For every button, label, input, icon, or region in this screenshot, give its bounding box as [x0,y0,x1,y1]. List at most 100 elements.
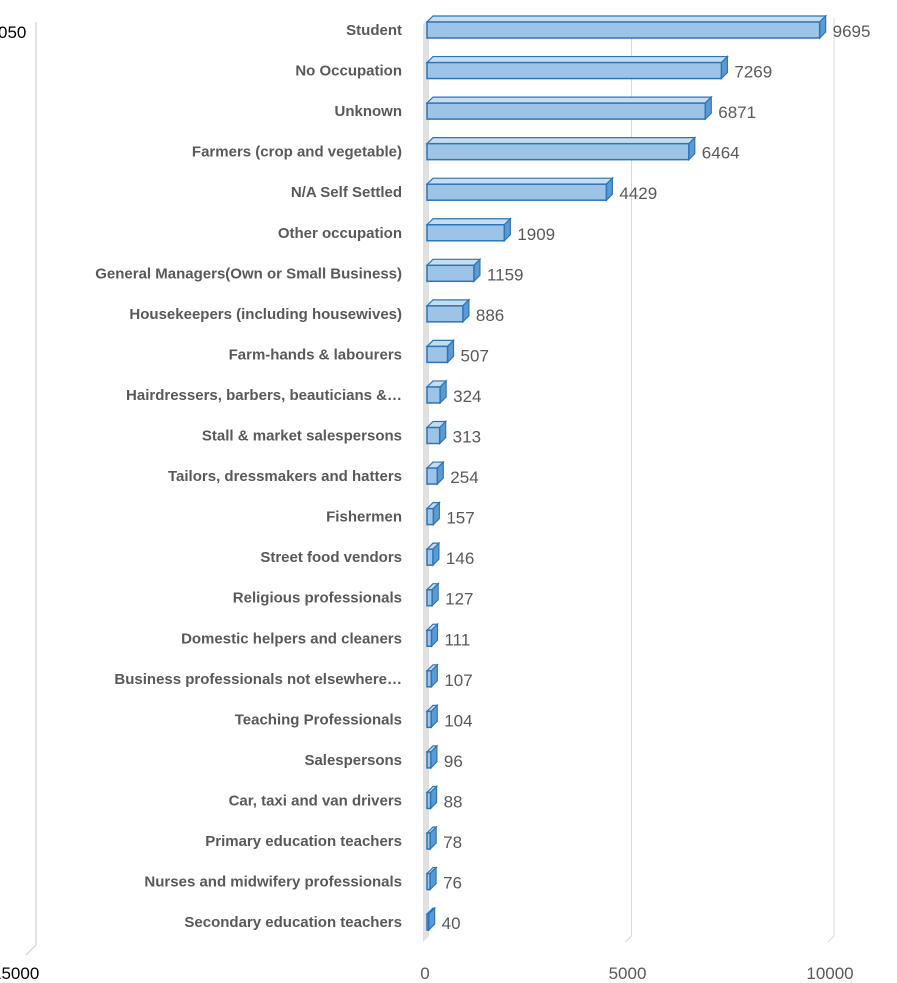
bar-front-face [426,183,608,201]
data-label: 78 [443,833,462,852]
bar-front-face [426,345,449,364]
bar-11 [425,420,448,445]
category-label: No Occupation [295,63,402,80]
bar-top-face [425,96,713,104]
category-label: Farm-hands & labourers [229,346,402,363]
bar-front-face [426,102,707,120]
clipped-axis-label-bottom: 15000 [0,964,39,983]
category-label: Stall & market salespersons [202,428,402,445]
bar-16 [425,622,439,648]
data-label: 9695 [833,22,871,41]
bar-front-face [426,264,475,283]
data-label: 324 [453,387,481,406]
category-label: Housekeepers (including housewives) [129,306,402,323]
category-label: Nurses and midwifery professionals [144,874,402,891]
bar-front-face [426,629,433,647]
bar-3 [425,95,713,121]
bar-front-face [426,467,439,485]
bar-9 [425,338,455,364]
x-tick-label: 10000 [806,964,853,983]
data-label: 96 [444,752,463,771]
data-label: 507 [461,346,489,365]
bar-17 [425,663,439,689]
bar-front-face [426,872,431,891]
data-label: 1159 [487,265,524,284]
category-label: Teaching Professionals [235,711,402,728]
bar-front-face [426,21,821,39]
bar-8 [425,298,471,324]
bar-front-face [426,710,432,729]
data-label: 254 [450,468,478,487]
bar-top-face [425,218,512,226]
data-label: 40 [442,914,461,933]
bar-15 [425,582,440,608]
bar-front-face [426,832,431,850]
category-label: Salespersons [304,752,402,769]
bar-front-face [426,548,434,566]
bar-front-face [426,224,506,242]
bar-2 [425,55,729,80]
gridline-foot [625,935,632,943]
bar-front-face [426,588,433,607]
category-label: Domestic helpers and cleaners [181,630,402,647]
bar-18 [425,703,439,729]
bar-7 [425,257,482,283]
bar-front-face [426,426,441,445]
bar-13 [425,501,441,527]
gridlines [625,18,835,943]
data-label: 104 [444,711,472,730]
data-label: 146 [446,549,474,568]
category-label: Hairdressers, barbers, beauticians &… [126,387,402,404]
data-label: 111 [444,630,470,649]
bar-top-face [425,177,614,185]
bar-14 [425,541,441,567]
data-label: 313 [453,428,481,447]
data-label: 88 [444,792,463,811]
bar-front-face [426,386,441,404]
bars [425,14,828,932]
x-axis-ticks: 0 5000 10000 [420,964,853,983]
bar-front-face [426,791,432,810]
data-label: 76 [443,874,462,893]
category-label: Unknown [335,103,403,120]
bar-12 [425,460,445,486]
category-label: Fishermen [326,509,402,526]
category-label: Tailors, dressmakers and hatters [168,468,402,485]
bar-front-face [426,751,432,769]
x-tick-label: 0 [420,964,429,983]
category-label: Student [346,22,402,39]
bar-4 [425,136,697,162]
bar-23 [425,906,437,932]
bar-front-face [426,305,464,323]
category-label: Primary education teachers [205,833,402,850]
bar-top-face [425,15,828,23]
bar-10 [425,379,448,405]
x-tick-label: 5000 [609,964,647,983]
category-label: Business professionals not elsewhere… [114,671,402,688]
data-label: 886 [476,306,504,325]
category-label: Religious professionals [233,590,402,607]
category-label: Street food vendors [260,549,402,566]
category-label: General Managers(Own or Small Business) [95,265,402,282]
data-label: 4429 [619,184,657,203]
bar-20 [425,785,439,810]
data-label: 6464 [702,144,740,163]
bar-top-face [425,299,471,307]
left-wall-corner [25,944,37,956]
gridline-foot [827,935,835,943]
bar-21 [425,825,438,851]
bar-front-face [426,142,690,161]
category-label: Secondary education teachers [184,914,402,931]
bar-19 [425,744,439,770]
data-label: 127 [445,590,473,609]
category-label: Farmers (crop and vegetable) [192,144,402,161]
bar-5 [425,176,614,202]
category-labels: Student No Occupation Unknown Farmers (crop… [95,22,402,931]
bar-1 [425,14,828,40]
bar-front-face [426,670,433,688]
bar-top-face [425,55,729,64]
bar-6 [425,217,512,243]
bar-front-face [426,507,435,526]
category-label: N/A Self Settled [291,184,402,201]
data-label: 1909 [517,225,555,244]
